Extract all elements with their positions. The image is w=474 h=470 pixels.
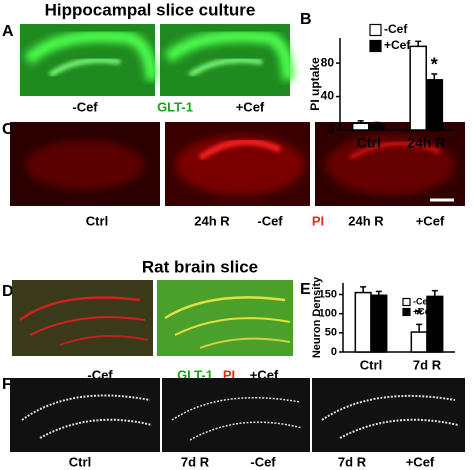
caption: +Cef	[416, 213, 445, 228]
image-d-left	[12, 280, 153, 356]
x-tick-label: Ctrl	[357, 135, 381, 151]
image-c-plus	[315, 122, 465, 206]
x-tick-label: 7d R	[413, 357, 442, 372]
bar	[410, 331, 428, 353]
caption: +Cef	[406, 454, 435, 469]
legend-label: +Cef	[384, 38, 411, 52]
title-top: Hippocampal slice culture	[45, 0, 256, 19]
bar	[426, 295, 444, 353]
caption: 24h R	[348, 213, 384, 228]
y-tick-label: 100	[319, 308, 337, 320]
y-tick-label: 150	[319, 288, 337, 300]
caption: +Cef	[236, 99, 265, 114]
y-axis-label: Neuron Density	[311, 276, 323, 358]
caption: GLT-1	[157, 99, 193, 114]
image-d-right	[157, 280, 293, 356]
bar	[368, 124, 386, 131]
x-tick-label: Ctrl	[360, 357, 382, 372]
image-f	[10, 378, 465, 452]
title-bottom: Rat brain slice	[142, 257, 258, 276]
caption: -Cef	[257, 213, 283, 228]
image-a-left	[20, 24, 158, 96]
caption: 7d R	[338, 454, 367, 469]
bar	[351, 122, 370, 131]
y-tick-label: 0	[331, 346, 337, 358]
legend-swatch	[402, 307, 411, 317]
legend-label: -Cef	[413, 296, 432, 306]
bar	[370, 294, 388, 353]
y-axis-label: PI uptake	[308, 57, 322, 111]
y-tick-label: 50	[325, 327, 337, 339]
caption: -Cef	[72, 99, 98, 114]
caption: Ctrl	[86, 213, 108, 228]
bar	[425, 79, 444, 131]
caption: 24h R	[194, 213, 230, 228]
panel-label: D	[2, 283, 14, 300]
panel-label: B	[300, 11, 312, 28]
legend-swatch	[402, 297, 411, 307]
x-tick-label: 24h R	[407, 135, 445, 151]
caption: -Cef	[250, 454, 276, 469]
legend-label: -Cef	[384, 22, 408, 36]
y-tick-label: 40	[321, 89, 335, 103]
image-c-ctrl	[10, 122, 160, 206]
y-tick-label: 0	[327, 122, 334, 136]
bar	[409, 45, 427, 131]
panel-label: A	[2, 23, 14, 40]
bar	[354, 291, 372, 353]
legend-swatch	[369, 23, 382, 37]
panel-label: F	[2, 376, 12, 393]
caption: Ctrl	[69, 454, 91, 469]
caption: PI	[312, 213, 324, 228]
legend-swatch	[369, 39, 382, 53]
panel-label: E	[300, 281, 311, 298]
significance: *	[431, 55, 438, 75]
significance: *	[416, 305, 423, 325]
caption: 7d R	[181, 454, 210, 469]
legend-label: +Cef	[413, 306, 434, 316]
y-tick-label: 80	[321, 55, 335, 69]
image-c-minus	[165, 122, 310, 206]
image-a-right	[160, 24, 294, 96]
